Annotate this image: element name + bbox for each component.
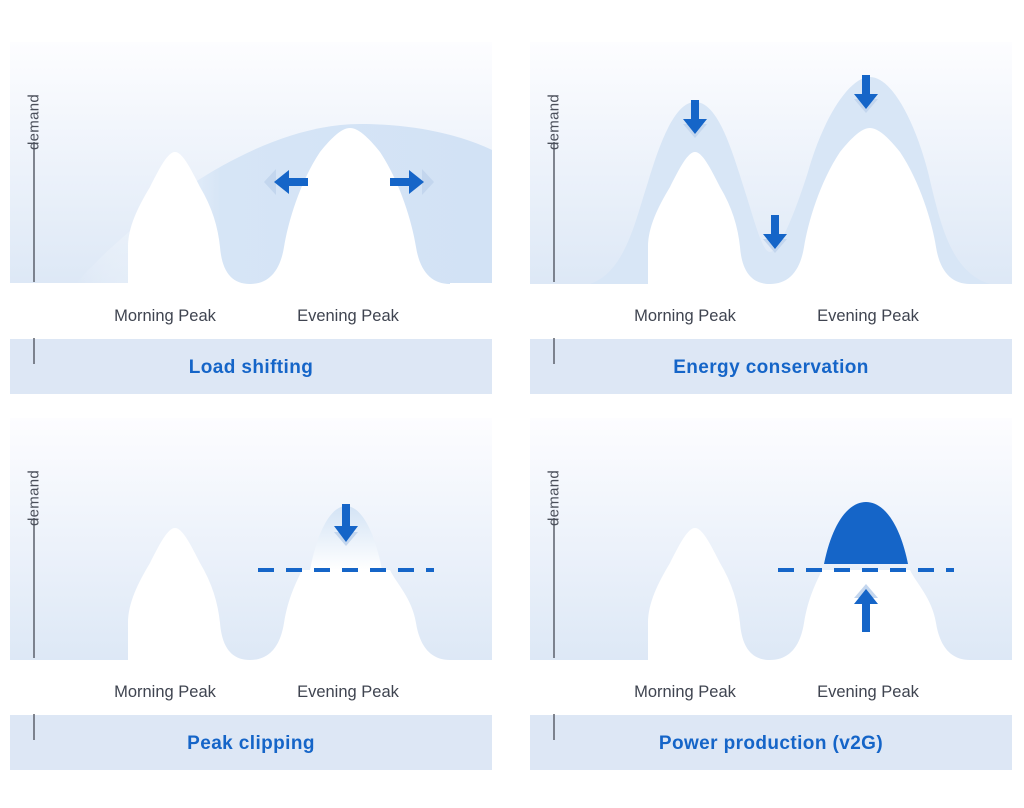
morning-peak-label: Morning Peak [634, 683, 736, 701]
caption-bar [530, 339, 1012, 394]
panel-caption: Power production (v2G) [658, 733, 884, 754]
panel-caption: Load shifting [188, 357, 314, 378]
panel-caption: Energy conservation [673, 357, 869, 378]
load-shifting-diagram [10, 42, 492, 394]
power-production-diagram [530, 418, 1012, 770]
arrow-down-icon [854, 75, 878, 113]
evening-peak-label: Evening Peak [817, 683, 919, 701]
panel-load-shifting: demand Morning Peak Evening Peak Load sh… [10, 42, 492, 394]
arrow-left-icon [264, 169, 308, 195]
evening-peak-label: Evening Peak [297, 307, 399, 325]
chart-background [530, 418, 1012, 660]
evening-peak-label: Evening Peak [817, 307, 919, 325]
peak-clipping-diagram [10, 418, 492, 770]
panel-energy-conservation: demand Morning Peak Evening Peak Energy … [530, 42, 1012, 394]
evening-peak-label: Evening Peak [297, 683, 399, 701]
panel-peak-clipping: demand Morning Peak Evening Peak Peak cl… [10, 418, 492, 770]
arrow-up-icon [854, 584, 878, 632]
morning-peak-label: Morning Peak [114, 683, 216, 701]
arrow-down-icon [334, 504, 358, 546]
caption-bar [10, 339, 492, 394]
panel-power-production: demand Morning Peak Evening Peak Power p… [530, 418, 1012, 770]
caption-bar [10, 715, 492, 770]
morning-peak-label: Morning Peak [634, 307, 736, 325]
reduced-demand-curve [648, 128, 970, 284]
arrow-down-icon [683, 100, 707, 138]
caption-bar [530, 715, 1012, 770]
energy-conservation-diagram [530, 42, 1012, 394]
v2g-production-area [824, 502, 908, 564]
demand-curve [128, 128, 450, 284]
arrow-down-icon [763, 215, 787, 253]
arrow-right-icon [390, 169, 434, 195]
panel-caption: Peak clipping [187, 733, 315, 754]
morning-peak-label: Morning Peak [114, 307, 216, 325]
demand-curve [648, 528, 970, 660]
clipped-demand-curve [128, 528, 450, 660]
chart-background [10, 418, 492, 660]
